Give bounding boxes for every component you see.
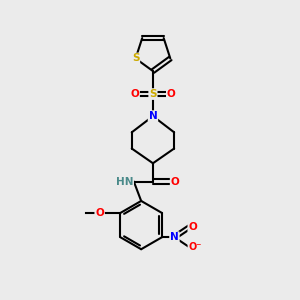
- Text: O⁻: O⁻: [188, 242, 202, 253]
- Text: N: N: [148, 111, 157, 121]
- Text: O: O: [188, 222, 197, 232]
- Text: O: O: [130, 89, 139, 99]
- Text: S: S: [132, 53, 139, 64]
- Text: O: O: [95, 208, 104, 218]
- Text: O: O: [171, 176, 179, 187]
- Text: O: O: [167, 89, 176, 99]
- Text: S: S: [149, 89, 157, 99]
- Text: N: N: [170, 232, 179, 242]
- Text: HN: HN: [116, 176, 133, 187]
